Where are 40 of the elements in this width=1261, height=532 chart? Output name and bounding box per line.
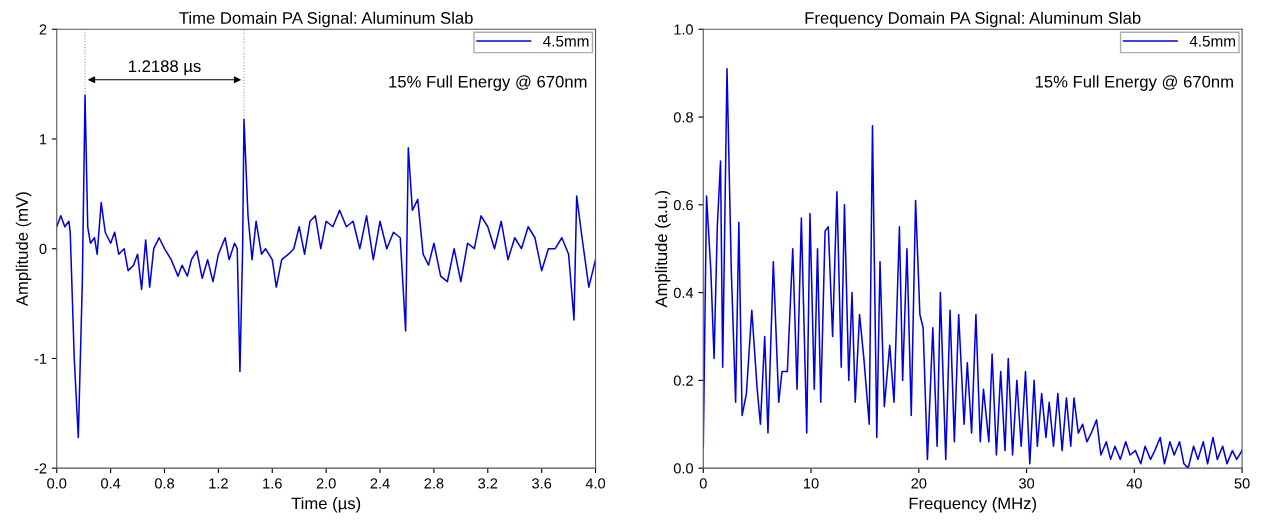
y-tick-label: 2 [39,24,47,35]
annotation: 15% Full Energy @ 670nm [1035,75,1233,91]
x-axis-title: Time (µs) [291,497,361,513]
x-tick-label: 2.8 [424,478,444,489]
line-series [56,94,596,439]
x-tick-label: 1.6 [263,478,282,489]
y-tick-label: 0.6 [673,199,693,211]
y-tick-label: 1 [40,134,47,145]
x-tick-label: 3.2 [478,478,498,489]
x-tick-label: 2.4 [370,478,390,489]
y-tick-label: 0 [39,243,47,255]
y-tick-label: 0.4 [673,287,694,299]
x-tick-label: 3.6 [532,478,552,489]
annotation: 15% Full Energy @ 670nm [389,75,587,91]
y-tick-label: -2 [34,463,47,474]
x-tick-label: 0.4 [101,478,121,489]
y-tick-label: 0.0 [673,463,693,474]
chart-title: Frequency Domain PA Signal: Aluminum Slab [805,11,1141,28]
y-tick-label: -1 [34,353,47,364]
y-tick-label: 0.8 [673,112,693,123]
x-tick-label: 2.0 [316,478,336,489]
chart-title: Time Domain PA Signal: Aluminum Slab [179,11,473,28]
x-tick-label: 20 [911,478,927,489]
legend-label: 4.5mm [543,35,589,47]
x-tick-label: 50 [1234,478,1250,489]
x-tick-label: 0.0 [47,478,67,489]
y-tick-label: 1.0 [674,24,693,35]
x-tick-label: 30 [1019,478,1035,489]
y-axis-title: Amplitude (mV) [15,192,32,307]
legend-label: 4.5mm [1189,35,1235,47]
y-axis-title: Amplitude (a.u.) [654,190,671,308]
x-tick-label: 40 [1126,478,1142,489]
x-tick-label: 10 [804,478,819,489]
y-tick-label: 0.2 [673,375,693,386]
x-tick-label: 1.2 [209,478,228,489]
x-tick-label: 0 [699,478,707,489]
x-tick-label: 0.8 [154,478,175,489]
x-axis-title: Frequency (MHz) [909,497,1037,513]
x-tick-label: 4.0 [585,478,606,489]
annotation: 1.2188 µs [129,60,201,76]
